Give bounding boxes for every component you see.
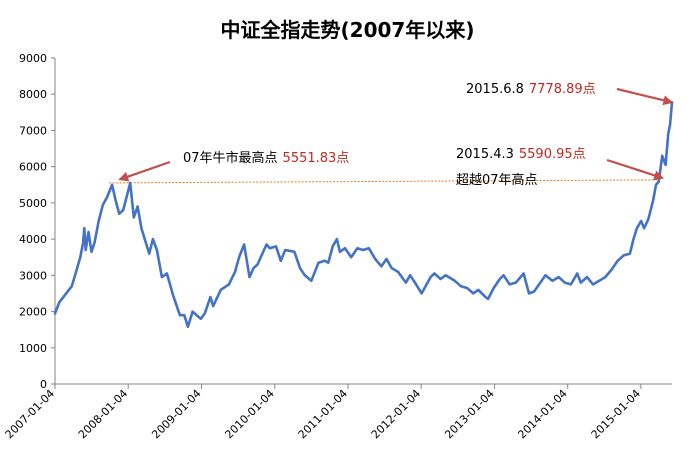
y-tick-label: 8000 (19, 88, 47, 101)
y-tick-label: 6000 (19, 161, 47, 174)
arrow-2015-06-08 (616, 87, 674, 106)
y-tick-label: 3000 (19, 269, 47, 282)
y-tick-label: 7000 (19, 124, 47, 137)
arrow-2015-04-03 (606, 158, 665, 181)
annotation-surpass-2007-high: 超越07年高点 (456, 172, 538, 188)
x-tick-label: 2011-01-04 (296, 387, 350, 441)
y-tick-label: 2000 (19, 306, 47, 319)
x-tick-label: 2013-01-04 (442, 387, 496, 441)
y-tick-label: 9000 (19, 52, 47, 65)
chart-title: 中证全指走势(2007年以来) (220, 18, 475, 42)
y-tick-label: 4000 (19, 233, 47, 246)
reference-line-2007-high (109, 179, 659, 184)
arrow-2007-high (118, 160, 171, 182)
annotation-2015-06-08: 2015.6.8 7778.89点 (466, 82, 596, 97)
series-line-csi-all-index (53, 100, 674, 329)
x-tick-label: 2010-01-04 (222, 387, 276, 441)
y-tick-label: 1000 (19, 342, 47, 355)
y-tick-label: 0 (40, 378, 47, 391)
x-tick-label: 2015-01-04 (589, 387, 643, 441)
x-tick-label: 2008-01-04 (76, 387, 130, 441)
annotation-2007-high: 07年牛市最高点 5551.83点 (183, 150, 349, 166)
x-tick-label: 2009-01-04 (149, 387, 203, 441)
x-tick-label: 2012-01-04 (369, 387, 423, 441)
x-tick-label: 2007-01-04 (3, 387, 57, 441)
annotation-2015-04-03: 2015.4.3 5590.95点 (456, 147, 586, 162)
x-tick-label: 2014-01-04 (515, 387, 569, 441)
y-tick-label: 5000 (19, 197, 47, 210)
